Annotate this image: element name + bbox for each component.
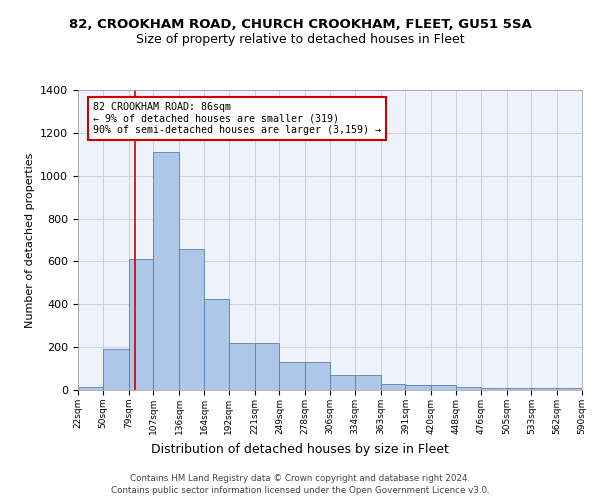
Bar [456,387,481,390]
Bar [305,362,330,390]
Bar [280,362,305,390]
Bar [254,343,280,390]
Bar [406,384,431,390]
Bar [431,384,456,390]
Text: Distribution of detached houses by size in Fleet: Distribution of detached houses by size … [151,442,449,456]
Bar [532,388,557,390]
Bar [557,388,582,390]
Bar [204,299,229,390]
Bar [330,375,355,390]
Bar [355,375,380,390]
Text: Size of property relative to detached houses in Fleet: Size of property relative to detached ho… [136,32,464,46]
Bar [229,343,254,390]
Bar [506,388,532,390]
Text: 82 CROOKHAM ROAD: 86sqm
← 9% of detached houses are smaller (319)
90% of semi-de: 82 CROOKHAM ROAD: 86sqm ← 9% of detached… [93,102,381,135]
Text: Contains public sector information licensed under the Open Government Licence v3: Contains public sector information licen… [110,486,490,495]
Bar [179,248,204,390]
Bar [481,388,506,390]
Text: 82, CROOKHAM ROAD, CHURCH CROOKHAM, FLEET, GU51 5SA: 82, CROOKHAM ROAD, CHURCH CROOKHAM, FLEE… [68,18,532,30]
Bar [154,152,179,390]
Bar [103,350,128,390]
Y-axis label: Number of detached properties: Number of detached properties [25,152,35,328]
Text: Contains HM Land Registry data © Crown copyright and database right 2024.: Contains HM Land Registry data © Crown c… [130,474,470,483]
Bar [128,260,154,390]
Bar [380,384,406,390]
Bar [78,387,103,390]
